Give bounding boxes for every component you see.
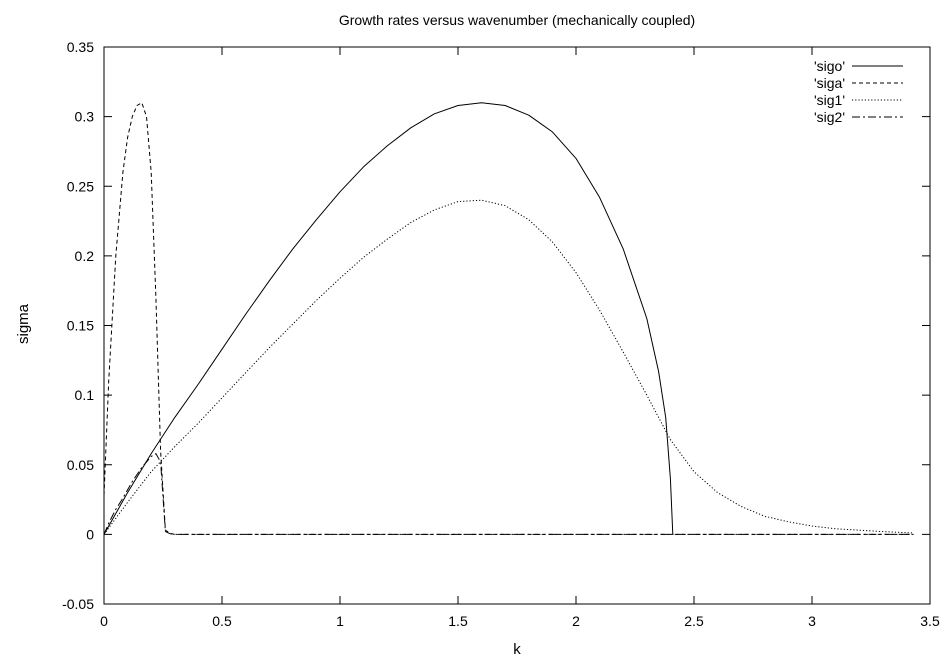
legend: 'sigo''siga''sig1''sig2': [814, 58, 903, 125]
y-axis-label: sigma: [15, 303, 32, 344]
y-tick-label: 0.1: [75, 387, 95, 403]
x-tick-label: 0.5: [212, 613, 232, 629]
y-tick-label: 0.3: [75, 109, 95, 125]
series-layer: [103, 102, 914, 535]
legend-label-sigo: 'sigo': [814, 58, 845, 74]
legend-label-sig1: 'sig1': [814, 92, 845, 108]
y-tick-label: 0: [86, 526, 94, 542]
legend-label-siga: 'siga': [814, 75, 845, 91]
y-tick-label: 0.2: [75, 248, 95, 264]
legend-label-sig2: 'sig2': [814, 109, 845, 125]
series-line-sigo: [103, 102, 674, 535]
plot-frame: [103, 46, 931, 605]
x-tick-label: 2.5: [684, 613, 704, 629]
x-axis-label: k: [513, 641, 521, 658]
series-line-sig1: [103, 199, 914, 535]
chart-title: Growth rates versus wavenumber (mechanic…: [339, 12, 695, 28]
x-tick-label: 0: [100, 613, 108, 629]
y-tick-label: 0.15: [67, 318, 94, 334]
x-tick-label: 3: [808, 613, 816, 629]
y-tick-label: 0.25: [67, 178, 94, 194]
x-tick-label: 3.5: [920, 613, 940, 629]
x-tick-label: 1: [336, 613, 344, 629]
y-tick-label: -0.05: [62, 596, 94, 612]
series-line-siga: [103, 102, 914, 535]
x-tick-label: 1.5: [448, 613, 468, 629]
ticks-layer: 0 0.5 1 1.5 2 2.5 3 3.5 -0.05 0 0.05 0.1 0.15 0.2 0.25…: [62, 39, 940, 629]
series-line-sig2: [103, 453, 914, 535]
x-tick-label: 2: [572, 613, 580, 629]
y-tick-label: 0.05: [67, 457, 94, 473]
y-tick-label: 0.35: [67, 39, 94, 55]
